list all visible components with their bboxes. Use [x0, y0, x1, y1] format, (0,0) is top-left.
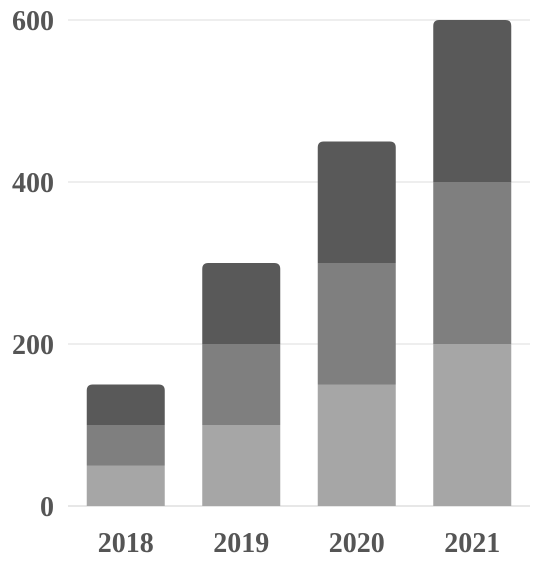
- bar-segment-2020-3: [317, 141, 396, 263]
- bar-stack-2018: [86, 384, 165, 506]
- y-tick-label: 400: [12, 168, 54, 199]
- y-tick-label: 200: [12, 330, 54, 361]
- x-axis-tick-labels: 2018 2019 2020 2021: [98, 528, 501, 559]
- bar-segment-2020-1: [317, 384, 396, 506]
- bar-stack-2020: [317, 141, 396, 506]
- y-tick-label: 0: [40, 492, 54, 523]
- bar-segment-2019-2: [202, 344, 281, 425]
- bar-segment-2021-3: [433, 20, 512, 182]
- x-tick-label: 2018: [98, 528, 154, 559]
- bar-segment-2019-1: [202, 425, 281, 506]
- bar-stack-2021: [433, 20, 512, 506]
- bar-segment-2021-1: [433, 344, 512, 506]
- x-tick-label: 2020: [329, 528, 385, 559]
- bar-segment-2018-2: [86, 425, 165, 466]
- bar-segment-2018-3: [86, 384, 165, 425]
- y-axis-tick-labels: 0 200 400 600: [12, 6, 54, 523]
- bar-segment-2018-1: [86, 465, 165, 506]
- bar-segment-2020-2: [317, 263, 396, 385]
- bar-stack-2019: [202, 263, 281, 506]
- x-tick-label: 2019: [213, 528, 269, 559]
- x-tick-label: 2021: [444, 528, 500, 559]
- bar-segment-2019-3: [202, 263, 281, 344]
- bar-segment-2021-2: [433, 182, 512, 344]
- bars: [86, 20, 512, 506]
- y-tick-label: 600: [12, 6, 54, 37]
